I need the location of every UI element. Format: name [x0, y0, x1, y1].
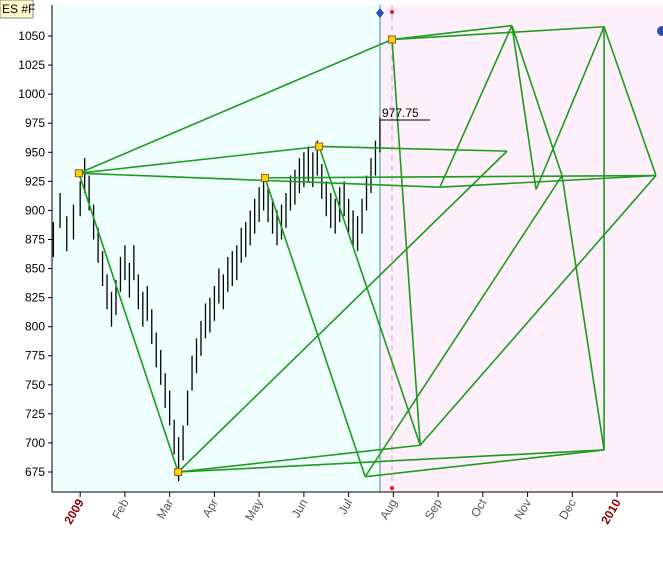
overlay-line	[78, 145, 320, 175]
symbol-box	[0, 0, 34, 19]
x-tick-label: 2010	[598, 496, 624, 526]
overlay-line	[535, 26, 605, 190]
y-tick-label: 900	[25, 203, 45, 217]
edge-marker	[657, 26, 663, 36]
overlay-line	[439, 25, 513, 188]
symbol-label: ES #F	[2, 2, 35, 16]
overlay-line	[319, 145, 508, 152]
overlay-line	[561, 175, 605, 451]
y-tick-label: 825	[25, 291, 45, 305]
overlay-line	[178, 449, 605, 473]
x-tick-label: 2009	[61, 496, 87, 526]
overlay-line	[603, 26, 657, 176]
y-tick-label: 875	[25, 232, 45, 246]
overlay-line	[78, 172, 179, 473]
overlay-line	[511, 25, 537, 190]
pivot-marker	[388, 35, 397, 44]
last-price-label: 977.75	[382, 106, 419, 120]
pivot-marker	[174, 468, 183, 477]
y-tick-label: 775	[25, 349, 45, 363]
overlay-line	[264, 177, 366, 477]
x-tick-label: Jul	[335, 497, 355, 517]
overlay-line	[419, 175, 657, 446]
y-tick-label: 925	[25, 174, 45, 188]
future-background	[380, 5, 663, 492]
y-tick-label: 725	[25, 407, 45, 421]
overlay-line	[318, 146, 421, 446]
x-tick-label: Dec	[556, 497, 579, 522]
x-tick-label: Aug	[377, 497, 400, 522]
overlay-line	[391, 24, 513, 41]
x-tick-label: Oct	[468, 496, 490, 520]
pivot-marker	[260, 173, 269, 182]
y-tick-label: 750	[25, 378, 45, 392]
overlay-line	[391, 39, 421, 446]
y-tick-label: 1025	[18, 58, 45, 72]
y-tick-label: 1000	[18, 87, 45, 101]
overlay-line	[178, 444, 421, 473]
y-tick-label: 1050	[18, 29, 45, 43]
x-tick-label: May	[242, 497, 265, 524]
overlay-line	[439, 174, 657, 188]
pivot-marker	[74, 169, 83, 178]
x-tick-label: Sep	[422, 496, 445, 522]
y-tick-label: 800	[25, 320, 45, 334]
y-tick-label: 950	[25, 145, 45, 159]
chart-layer: 977.75	[52, 24, 657, 482]
projection-marker	[390, 486, 394, 490]
cursor-marker	[376, 8, 384, 18]
x-tick-label: Jun	[289, 497, 311, 521]
y-tick-label: 975	[25, 116, 45, 130]
x-tick-label: Nov	[511, 497, 534, 522]
pivot-marker	[315, 142, 324, 151]
overlay-line	[78, 38, 393, 174]
overlay-line	[365, 449, 605, 478]
y-tick-label: 700	[25, 436, 45, 450]
overlay-line	[78, 172, 440, 188]
x-tick-label: Mar	[154, 497, 176, 522]
plot-background	[52, 5, 380, 492]
overlay-line	[364, 175, 563, 478]
overlay-line	[391, 25, 605, 41]
y-tick-label: 850	[25, 262, 45, 276]
x-tick-label: Feb	[109, 496, 132, 521]
y-tick-label: 675	[25, 465, 45, 479]
overlay-line	[511, 25, 563, 176]
x-tick-label: Apr	[200, 497, 221, 520]
projection-marker	[390, 10, 394, 14]
overlay-line	[177, 150, 508, 473]
